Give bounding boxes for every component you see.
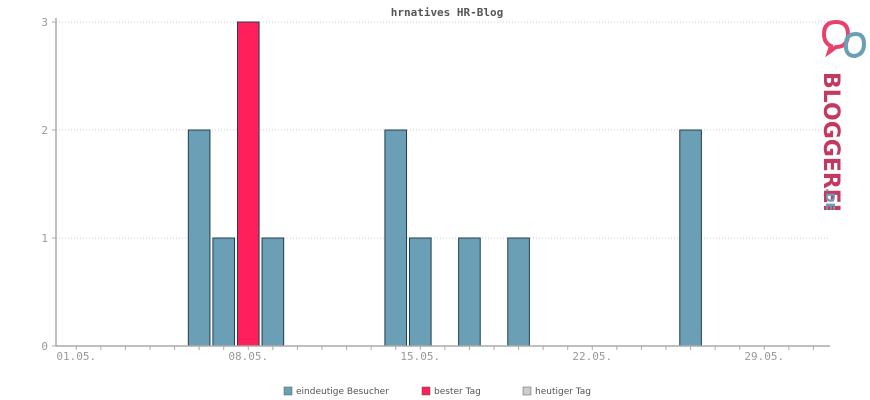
x-tick-label: 22.05. xyxy=(572,350,612,363)
x-tick-label: 29.05. xyxy=(744,350,784,363)
x-tick-label: 01.05. xyxy=(56,350,96,363)
legend-swatch-today xyxy=(522,386,532,396)
legend-label-today: heutiger Tag xyxy=(535,387,591,397)
legend-swatch-visitors xyxy=(283,386,293,396)
y-ticks: 0 1 2 3 xyxy=(41,16,48,353)
legend-label-visitors: eindeutige Besucher xyxy=(296,387,389,397)
x-ticks: 01.05. 08.05. 15.05. 22.05. 29.05. xyxy=(56,350,784,363)
axes xyxy=(52,18,830,350)
logo-text: BLOGGEREI xyxy=(818,72,843,212)
bar xyxy=(384,129,408,347)
bars xyxy=(187,21,702,347)
legend-label-best: bester Tag xyxy=(434,387,481,397)
bar xyxy=(408,237,432,347)
y-tick-label: 3 xyxy=(41,16,48,29)
bar xyxy=(187,129,211,347)
bar xyxy=(679,129,702,347)
bar xyxy=(212,237,236,347)
bloggerei-bubbles-icon xyxy=(821,19,867,59)
bar xyxy=(507,237,530,347)
chart-title: hrnatives HR-Blog xyxy=(391,6,504,19)
y-tick-label: 1 xyxy=(41,232,48,245)
bloggerei-logo: BLOGGEREI .DE xyxy=(818,19,867,212)
y-tick-label: 2 xyxy=(41,124,48,137)
bar xyxy=(458,237,481,347)
x-tick-label: 08.05. xyxy=(228,350,268,363)
logo-suffix: .DE xyxy=(823,188,837,211)
legend-swatch-best xyxy=(421,386,431,396)
y-tick-label: 0 xyxy=(41,340,48,353)
bar xyxy=(261,237,285,347)
bar-best-day xyxy=(236,21,260,347)
x-tick-label: 15.05. xyxy=(400,350,440,363)
legend: eindeutige Besucher bester Tag heutiger … xyxy=(283,386,591,397)
grid xyxy=(56,21,830,239)
